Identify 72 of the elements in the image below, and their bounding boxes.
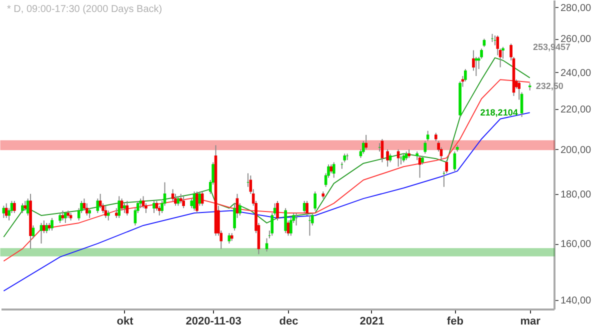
candlestick (182, 196, 185, 209)
y-tick-label: 180,00 (560, 189, 592, 200)
candlestick (265, 238, 268, 252)
x-tick-label: 2020-11-03 (186, 316, 242, 328)
y-tick-label: 140,00 (560, 295, 592, 306)
chart-title: * D, 09:00-17:30 (2000 Days Back) (7, 4, 162, 15)
candlestick (418, 155, 422, 178)
x-tick-label: mar (520, 316, 542, 328)
candlestick (118, 196, 121, 218)
candlestick (64, 212, 67, 224)
candlestick (284, 208, 287, 234)
candlestick (276, 200, 279, 221)
candlestick (106, 210, 110, 221)
x-tick-label: okt (116, 316, 134, 328)
candlestick (424, 140, 427, 154)
candlestick (294, 212, 298, 226)
y-tick-label: 280,00 (560, 2, 592, 14)
candlestick (58, 212, 62, 224)
candlestick (155, 200, 158, 212)
candlestick (88, 208, 91, 218)
y-tick-label: 220,00 (560, 104, 592, 116)
candlestick (174, 193, 177, 206)
candlestick (142, 196, 145, 209)
candlestick (332, 162, 336, 178)
candlestick (139, 198, 142, 209)
annotation: 218,2104 (480, 108, 518, 118)
candlestick (104, 205, 108, 218)
candlestick (518, 80, 520, 100)
candlestick (290, 217, 292, 236)
candlestick (120, 198, 124, 212)
line-series (3, 79, 530, 262)
candlestick (158, 205, 161, 216)
x-tick-label: 2021 (360, 316, 384, 328)
candlestick (126, 200, 129, 216)
candlestick (61, 210, 64, 221)
candlestick (4, 202, 8, 218)
candlestick (386, 148, 389, 168)
candlestick (380, 138, 384, 163)
candlestick (314, 191, 316, 212)
candlestick (179, 193, 182, 204)
candlestick (123, 202, 126, 214)
candlestick (302, 200, 306, 214)
y-tick-label: 200,00 (560, 144, 592, 156)
candlestick (50, 217, 54, 232)
line-series (3, 57, 530, 238)
candlestick (364, 134, 368, 150)
y-tick-label: 240,00 (560, 68, 592, 79)
candlestick (98, 193, 102, 209)
candlestick (13, 200, 16, 214)
candlestick (40, 222, 43, 244)
candlestick (396, 148, 400, 168)
candlestick (82, 198, 86, 212)
candlestick (308, 214, 312, 236)
x-tick-label: feb (446, 316, 464, 328)
candlestick (24, 200, 27, 212)
candlestick (2, 205, 6, 218)
candlestick (86, 202, 88, 216)
candlestick (176, 196, 180, 206)
candlestick (306, 200, 308, 216)
candlestick (21, 202, 24, 214)
x-tick-label: dec (279, 316, 298, 328)
candlestick (152, 200, 156, 214)
candlestick (171, 188, 174, 202)
candlestick (96, 198, 100, 214)
candlestick (196, 191, 198, 214)
y-tick-label: 160,00 (560, 239, 592, 250)
candlestick (200, 191, 204, 206)
candlestick (192, 191, 196, 212)
candlestick (426, 130, 430, 142)
candlestick (453, 151, 456, 172)
candlestick (45, 222, 48, 234)
candlestick (238, 202, 242, 216)
